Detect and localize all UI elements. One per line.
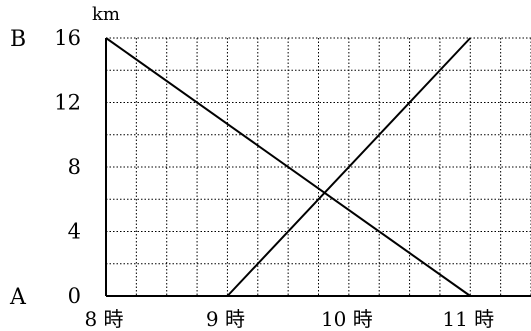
y-axis-unit: km	[92, 4, 120, 25]
x-tick-label: 11 時	[442, 307, 494, 331]
y-tick-label: 4	[68, 220, 81, 244]
y-tick-label: 8	[68, 155, 81, 179]
y-tick-label: 12	[54, 91, 81, 115]
grid	[106, 37, 531, 296]
series-line-1	[105, 37, 471, 297]
series-line-2	[226, 37, 472, 297]
tick-labels: 0 4 8 12 16 8 時 9 時 10 時 11 時 km B A	[9, 4, 494, 331]
y-tick-label: 16	[54, 26, 81, 50]
series-lines	[105, 37, 472, 297]
x-tick-label: 9 時	[206, 307, 245, 331]
x-tick-label: 8 時	[84, 307, 123, 331]
x-tick-label: 10 時	[321, 307, 373, 331]
endpoint-label-a: A	[9, 285, 27, 310]
endpoint-label-b: B	[10, 27, 26, 52]
axes	[105, 38, 531, 297]
y-tick-label: 0	[68, 284, 81, 308]
